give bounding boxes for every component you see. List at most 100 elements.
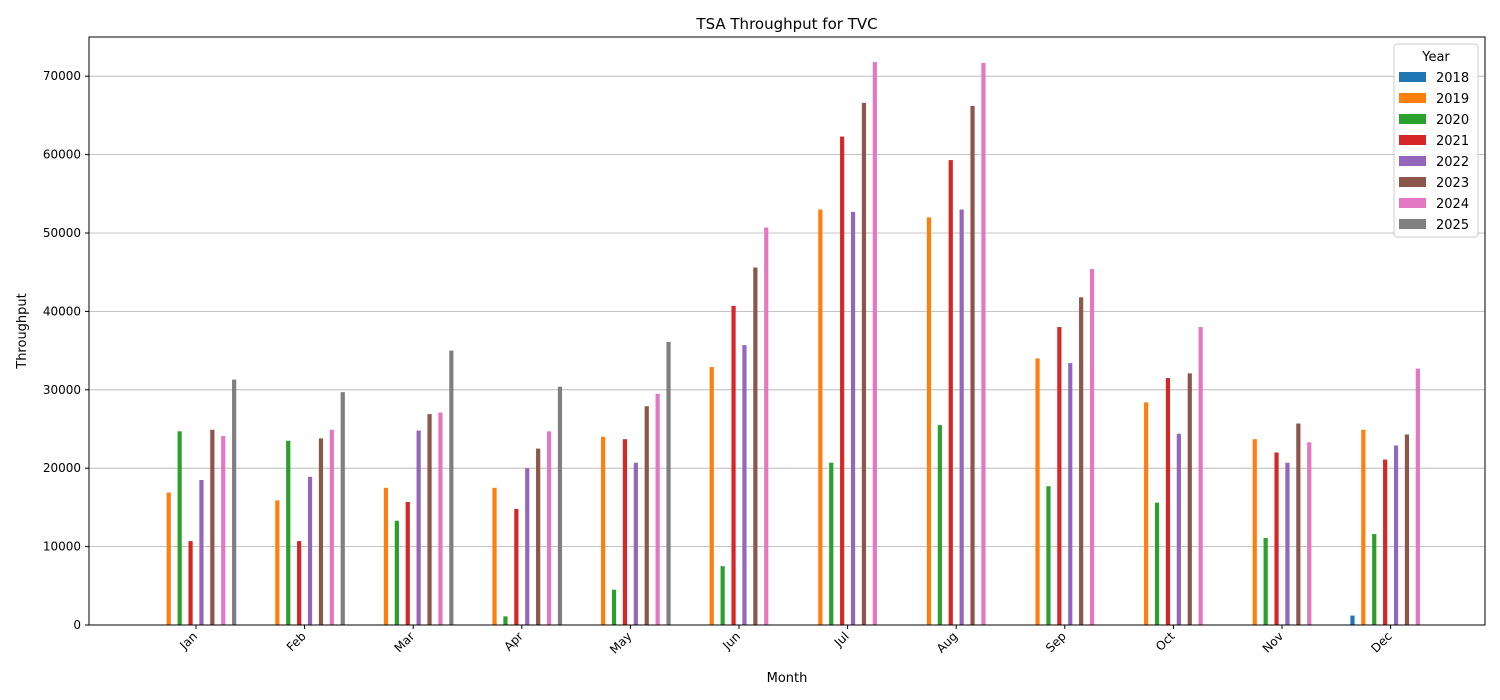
y-axis-title: Throughput <box>15 293 30 370</box>
bar-2022-Aug <box>959 209 964 626</box>
bar-2020-Feb <box>286 440 291 625</box>
bar-2021-Nov <box>1274 452 1279 625</box>
legend: Year 2018 2019 2020 2021 2022 2023 2024 2025 <box>1393 43 1479 238</box>
bar-2024-May <box>655 393 660 625</box>
bar-2019-Mar <box>383 487 389 625</box>
bar-2022-May <box>633 462 638 625</box>
bar-2023-Dec <box>1404 434 1410 625</box>
bar-2021-Apr <box>514 508 519 625</box>
y-tick-label: 60000 <box>43 148 81 162</box>
series-2023 <box>210 102 1410 625</box>
bar-2024-Feb <box>329 429 334 625</box>
bar-2025-Mar <box>449 350 454 625</box>
bar-2022-Jun <box>742 345 747 625</box>
bar-2022-Dec <box>1393 445 1399 625</box>
bar-2025-May <box>666 341 671 625</box>
series-2022 <box>199 209 1399 626</box>
bar-2018-Dec <box>1350 615 1355 625</box>
bar-2020-Mar <box>394 520 399 625</box>
bar-2019-Oct <box>1144 402 1149 625</box>
bar-2022-Jul <box>850 211 856 625</box>
y-axis: 0 10000 20000 30000 40000 50000 60000 70000 <box>43 69 89 632</box>
bar-2023-Aug <box>970 105 975 625</box>
bar-2021-Sep <box>1057 327 1062 625</box>
bar-2020-Nov <box>1263 537 1268 625</box>
chart-title: TSA Throughput for TVC <box>695 15 877 33</box>
bar-2021-Jan <box>188 541 193 625</box>
bar-2022-Apr <box>525 468 530 625</box>
bar-2023-Apr <box>536 448 541 625</box>
bar-2024-Jan <box>221 436 226 625</box>
bar-2019-May <box>601 436 606 625</box>
bar-2024-Mar <box>438 412 443 625</box>
legend-swatch-2021 <box>1399 135 1426 145</box>
bar-2019-Dec <box>1361 429 1366 625</box>
bar-2025-Feb <box>340 392 345 625</box>
series-2020 <box>177 425 1377 625</box>
bar-2024-Apr <box>546 431 552 625</box>
legend-title: Year <box>1421 50 1450 65</box>
legend-label-2022: 2022 <box>1436 155 1469 170</box>
legend-swatch-2025 <box>1399 219 1426 229</box>
bar-2021-Feb <box>297 541 302 625</box>
bar-2021-Mar <box>405 501 410 625</box>
bar-2021-Dec <box>1383 459 1388 625</box>
bar-2022-Mar <box>416 430 421 625</box>
legend-label-2019: 2019 <box>1436 92 1469 107</box>
legend-swatch-2022 <box>1399 156 1426 166</box>
bar-2019-Feb <box>275 500 280 625</box>
series-2018 <box>1350 615 1355 625</box>
legend-label-2020: 2020 <box>1436 113 1469 128</box>
bar-2023-Feb <box>318 438 324 625</box>
x-axis-title: Month <box>767 671 808 686</box>
bar-2021-Jul <box>840 136 845 625</box>
bar-2023-Jan <box>210 429 215 625</box>
bar-2022-Sep <box>1068 363 1073 625</box>
bar-2019-Aug <box>926 217 932 625</box>
bar-2019-Sep <box>1035 358 1040 625</box>
bar-2024-Dec <box>1415 368 1420 625</box>
bar-2020-Dec <box>1372 534 1377 625</box>
bar-2024-Aug <box>981 62 986 625</box>
bar-2021-Oct <box>1165 378 1171 625</box>
y-tick-label: 50000 <box>43 226 81 240</box>
y-tick-label: 20000 <box>43 461 81 475</box>
bar-2021-Jun <box>731 305 736 625</box>
series-2024 <box>221 62 1420 625</box>
bar-2019-Apr <box>492 487 497 625</box>
bar-2019-Jun <box>709 367 714 625</box>
bar-2020-Jun <box>720 566 725 625</box>
legend-swatch-2019 <box>1399 93 1426 103</box>
bar-2024-Oct <box>1198 327 1203 625</box>
series-2021 <box>188 136 1388 625</box>
legend-box <box>1393 43 1479 238</box>
legend-swatch-2024 <box>1399 198 1426 208</box>
bar-2020-Oct <box>1154 502 1160 625</box>
y-tick-label: 10000 <box>43 540 81 554</box>
bar-2024-Sep <box>1089 269 1095 625</box>
series-2025 <box>232 341 671 625</box>
bar-2020-Sep <box>1046 486 1051 625</box>
bar-2023-Jun <box>753 267 758 625</box>
bar-2019-Nov <box>1252 439 1257 625</box>
bar-2021-May <box>622 439 628 625</box>
bar-2023-Sep <box>1079 297 1084 625</box>
bar-2023-Mar <box>427 414 432 625</box>
bar-2022-Nov <box>1285 462 1290 625</box>
y-tick-label: 40000 <box>43 304 81 318</box>
bars-layer <box>166 62 1420 626</box>
bar-2019-Jul <box>818 209 823 626</box>
legend-swatch-2020 <box>1399 114 1426 124</box>
bar-2022-Jan <box>199 479 204 625</box>
bar-2022-Oct <box>1176 433 1181 625</box>
legend-label-2023: 2023 <box>1436 176 1469 191</box>
bar-2024-Jul <box>872 62 877 625</box>
y-tick-label: 70000 <box>43 69 81 83</box>
bar-2020-Jul <box>829 462 834 625</box>
legend-label-2025: 2025 <box>1436 218 1469 233</box>
bar-2021-Aug <box>948 160 953 625</box>
bar-2020-May <box>611 589 617 625</box>
bar-2020-Apr <box>503 616 508 625</box>
